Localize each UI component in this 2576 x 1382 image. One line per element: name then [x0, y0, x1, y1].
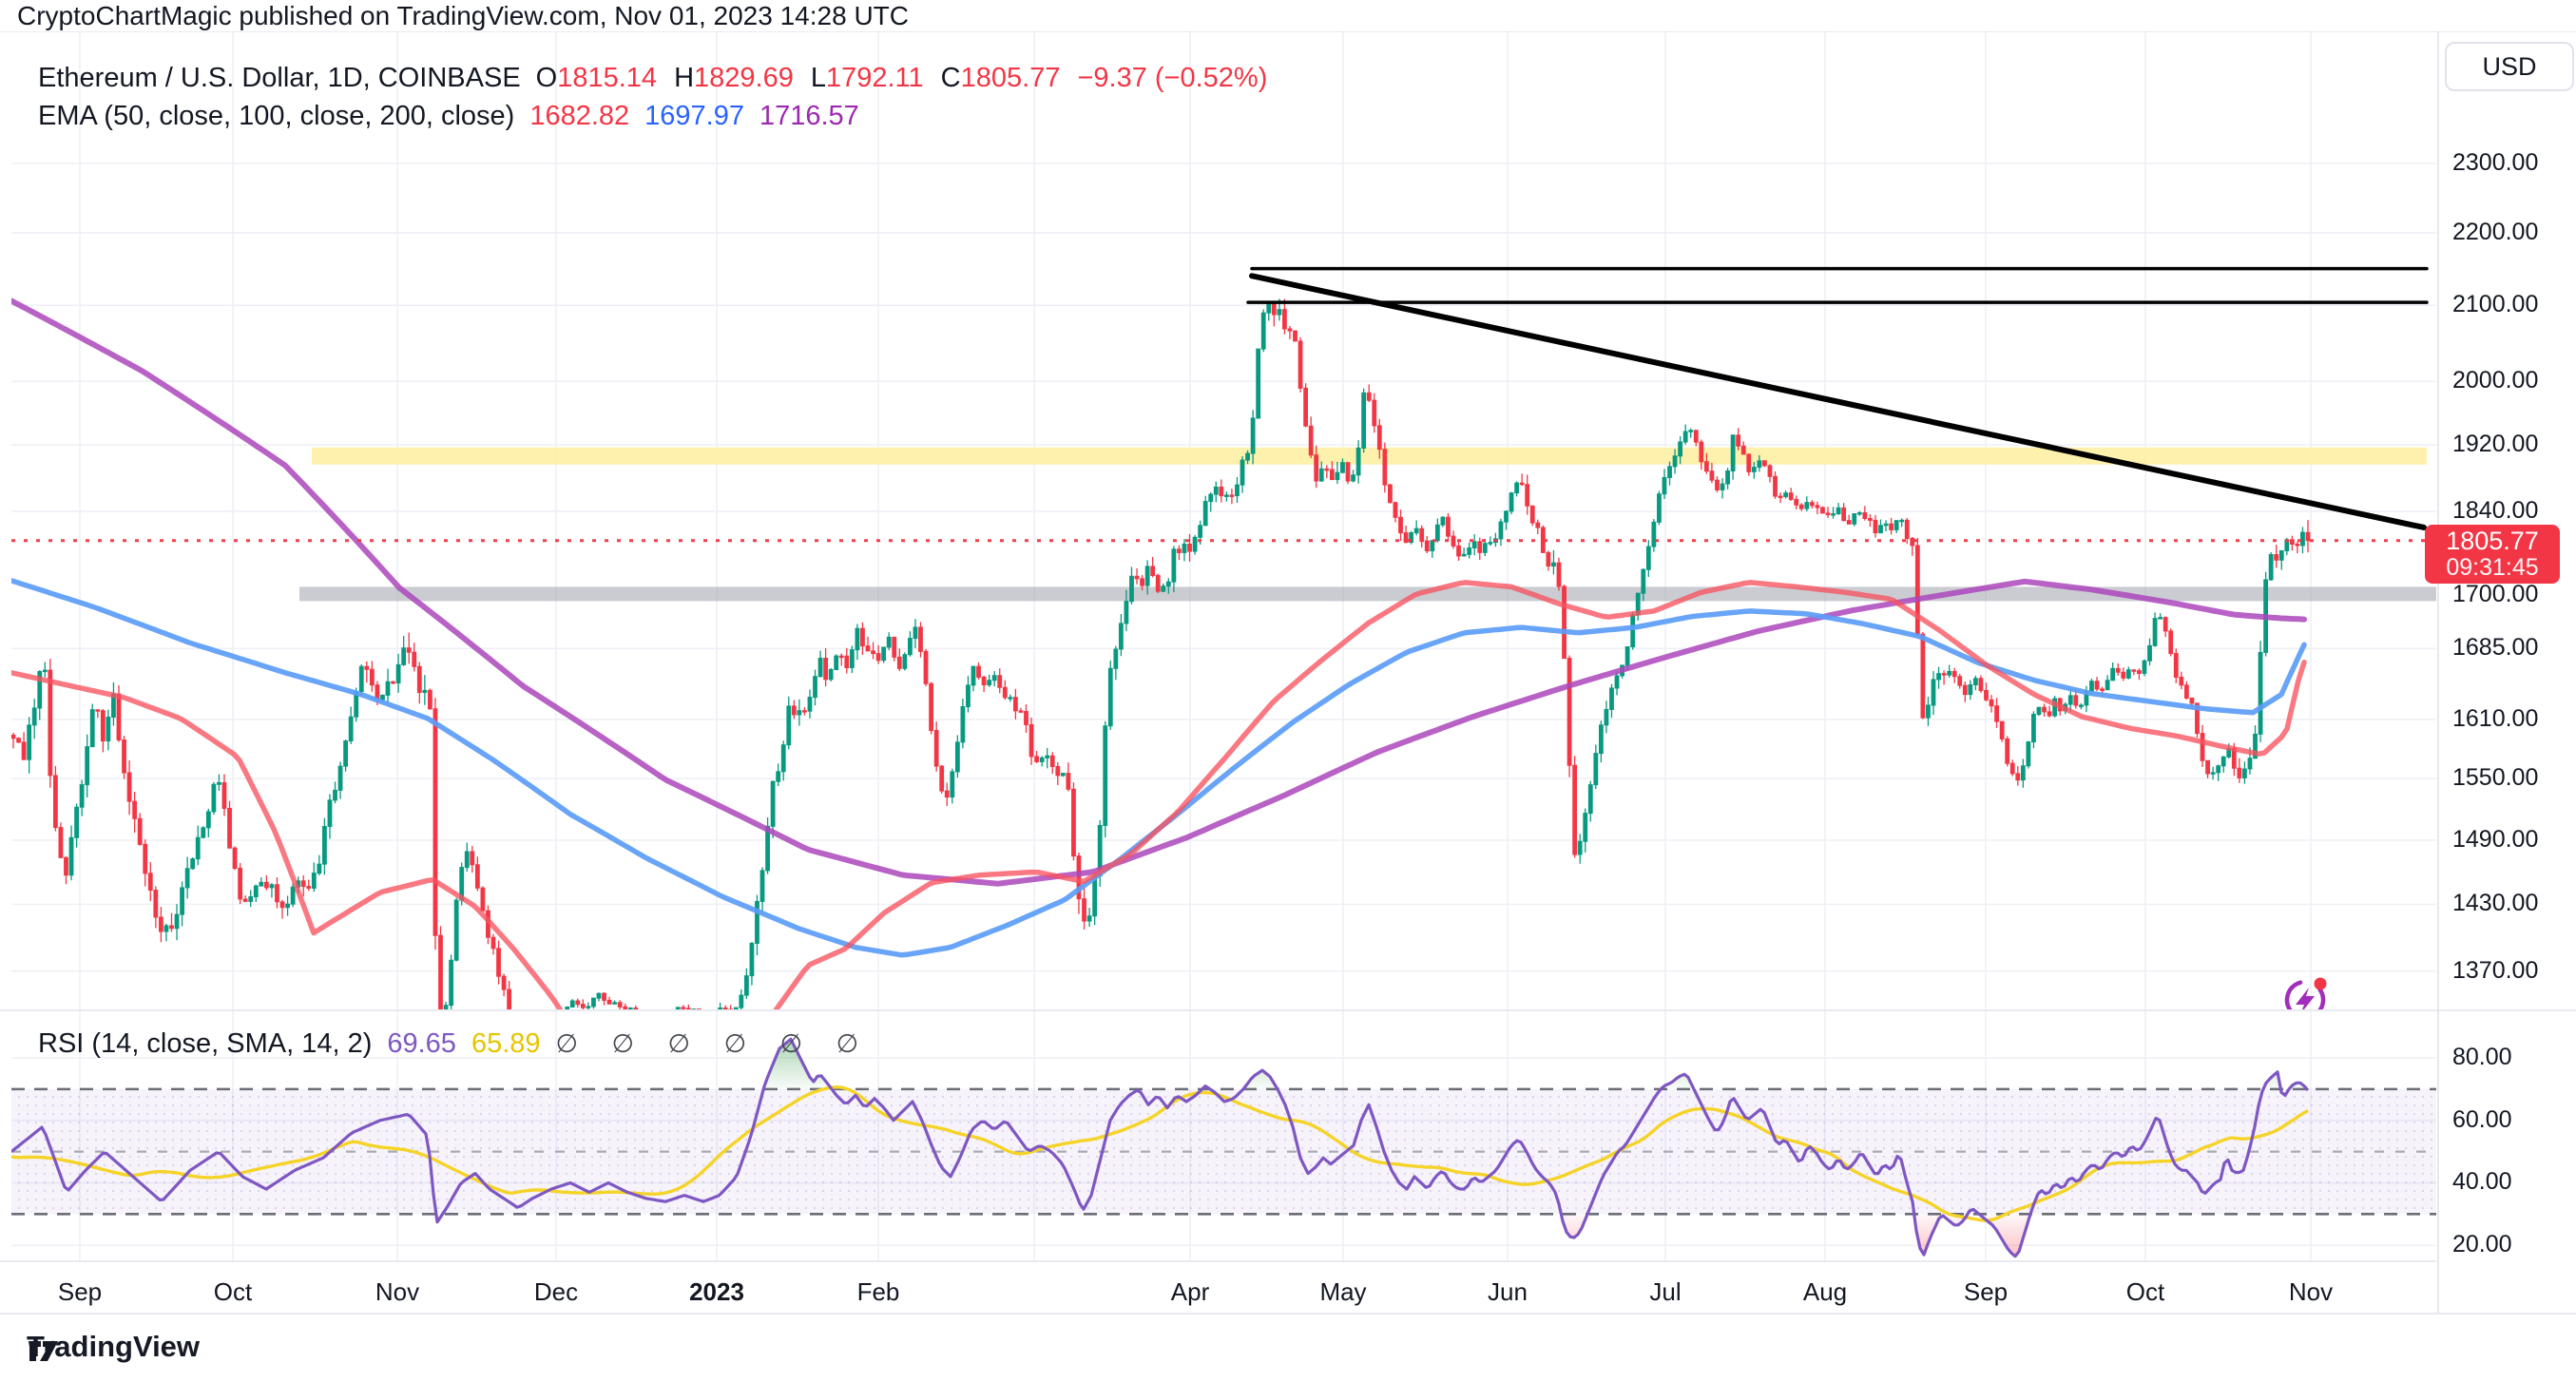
- current-price-value: 1805.77: [2446, 527, 2539, 555]
- descending-trendline[interactable]: [1249, 273, 2427, 530]
- rsi-sma-value: 65.89: [471, 1028, 541, 1059]
- ema100-value: 1697.97: [644, 101, 744, 131]
- low-label: L: [810, 63, 826, 93]
- rsi-value: 69.65: [387, 1028, 456, 1059]
- candles-down: [11, 298, 2311, 1009]
- bottom-bar: TradingView: [0, 1315, 2576, 1382]
- price-tick-1685: 1685.00: [2452, 634, 2539, 662]
- tradingview-logo-link[interactable]: TradingView: [27, 1330, 200, 1364]
- close-value: 1805.77: [960, 63, 1061, 93]
- time-tick-Jul: Jul: [1649, 1277, 1682, 1306]
- price-tick-1490: 1490.00: [2452, 825, 2539, 853]
- time-tick-Jun: Jun: [1488, 1277, 1528, 1306]
- high-value: 1829.69: [694, 63, 794, 93]
- rsi-pane[interactable]: [11, 1037, 2436, 1258]
- current-price-badge: 1805.77 09:31:45: [2425, 525, 2560, 584]
- time-tick-May: May: [1319, 1277, 1367, 1306]
- attribution-bar: CryptoChartMagic published on TradingVie…: [0, 0, 2576, 31]
- rsi-tick-40: 40.00: [2452, 1168, 2512, 1196]
- tradingview-logo-icon: [29, 1341, 58, 1361]
- rsi-line: [11, 1037, 2310, 1258]
- rsi-legend: RSI (14, close, SMA, 14, 2) 69.65 65.89 …: [38, 1028, 872, 1060]
- ema-label[interactable]: EMA (50, close, 100, close, 200, close): [38, 101, 515, 131]
- rsi-tick-60: 60.00: [2452, 1105, 2512, 1133]
- time-tick-Nov: Nov: [2288, 1277, 2334, 1306]
- price-tick-2300: 2300.00: [2452, 149, 2539, 176]
- symbol-legend: Ethereum / U.S. Dollar, 1D, COINBASE O18…: [38, 63, 1282, 94]
- price-tick-1610: 1610.00: [2452, 704, 2539, 732]
- indicator-watermark-icon: [2284, 977, 2327, 1009]
- ema-legend: EMA (50, close, 100, close, 200, close) …: [38, 101, 875, 132]
- price-tick-2000: 2000.00: [2452, 367, 2539, 394]
- price-tick-2200: 2200.00: [2452, 218, 2539, 245]
- time-tick-Feb: Feb: [856, 1277, 900, 1306]
- price-pane[interactable]: [11, 266, 2436, 1073]
- time-tick-Apr: Apr: [1170, 1277, 1210, 1306]
- rsi-sma-line: [11, 1085, 2309, 1222]
- change-value: −9.37 (−0.52%): [1077, 63, 1268, 93]
- yellow-resistance-band[interactable]: [312, 447, 2427, 465]
- price-tick-1430: 1430.00: [2452, 890, 2539, 917]
- tradingview-brand-text: TradingView: [27, 1330, 201, 1363]
- price-tick-1550: 1550.00: [2452, 764, 2539, 792]
- time-tick-Aug: Aug: [1802, 1277, 1848, 1306]
- time-tick-Dec: Dec: [533, 1277, 579, 1306]
- open-value: 1815.14: [557, 63, 658, 93]
- rsi-tick-80: 80.00: [2452, 1044, 2512, 1070]
- high-label: H: [674, 63, 695, 93]
- candles-up: [27, 298, 2305, 1009]
- price-tick-2100: 2100.00: [2452, 291, 2539, 318]
- attribution-text: CryptoChartMagic published on TradingVie…: [17, 1, 909, 30]
- rsi-empty-slots: ∅ ∅ ∅ ∅ ∅ ∅: [555, 1029, 873, 1058]
- price-countdown: 09:31:45: [2446, 554, 2539, 582]
- ema50-value: 1682.82: [529, 101, 630, 131]
- time-tick-Oct: Oct: [213, 1277, 253, 1306]
- symbol-title[interactable]: Ethereum / U.S. Dollar, 1D, COINBASE: [38, 63, 521, 93]
- close-label: C: [940, 63, 961, 93]
- open-label: O: [535, 63, 558, 93]
- ema200-value: 1716.57: [759, 101, 859, 131]
- time-tick-Oct: Oct: [2125, 1277, 2165, 1306]
- currency-button[interactable]: USD: [2445, 42, 2574, 91]
- price-tick-1840: 1840.00: [2452, 496, 2539, 524]
- rsi-tick-20: 20.00: [2452, 1231, 2512, 1258]
- price-tick-1920: 1920.00: [2452, 431, 2539, 458]
- time-tick-Sep: Sep: [57, 1277, 103, 1306]
- low-value: 1792.11: [825, 63, 924, 93]
- time-tick-Nov: Nov: [375, 1277, 420, 1306]
- time-tick-Sep: Sep: [1963, 1277, 2009, 1306]
- time-tick-2023: 2023: [689, 1277, 744, 1306]
- price-tick-1370: 1370.00: [2452, 956, 2539, 984]
- rsi-label[interactable]: RSI (14, close, SMA, 14, 2): [38, 1028, 373, 1059]
- gray-support-band[interactable]: [299, 586, 2436, 602]
- zone-label-1700.00: 1700.00: [2452, 580, 2539, 607]
